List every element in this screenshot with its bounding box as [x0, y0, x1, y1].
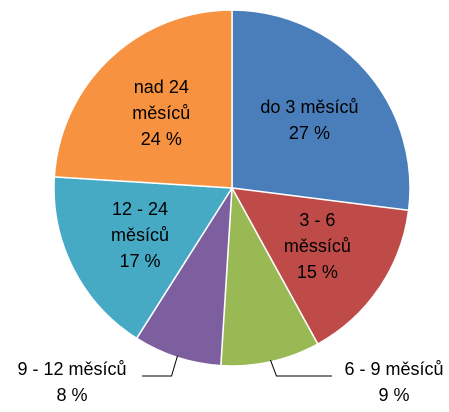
pie-slice: [230, 187, 410, 346]
leader-line: [142, 355, 179, 377]
slice-label: 3 - 6 měssíců 15 %: [270, 207, 365, 285]
category-label: 12 - 24 měsíců: [110, 198, 170, 245]
value-label: 27 %: [288, 122, 330, 143]
value-label: 9 %: [378, 385, 410, 405]
leader-line: [269, 359, 332, 377]
category-label: 3 - 6 měssíců: [283, 210, 351, 257]
category-label: 9 - 12 měsíců: [17, 359, 127, 379]
pie-slice: [53, 176, 234, 340]
pie-slice: [53, 9, 233, 189]
value-label: 8 %: [56, 385, 88, 405]
category-label: nad 24 měsíců: [132, 76, 191, 123]
slice-label: 12 - 24 měsíců 17 %: [93, 196, 188, 274]
slice-label: nad 24 měsíců 24 %: [114, 74, 209, 152]
pie-slice: [231, 9, 411, 212]
category-label: do 3 měsíců: [260, 96, 359, 117]
value-label: 17 %: [119, 250, 161, 271]
slice-label: 9 - 12 měsíců 8 %: [17, 356, 126, 408]
category-label: 6 - 9 měsíců: [344, 359, 444, 379]
slice-label: 6 - 9 měsíců 9 %: [344, 356, 443, 408]
slice-label: do 3 měsíců 27 %: [234, 94, 384, 146]
value-label: 24 %: [140, 128, 182, 149]
value-label: 15 %: [296, 262, 338, 283]
